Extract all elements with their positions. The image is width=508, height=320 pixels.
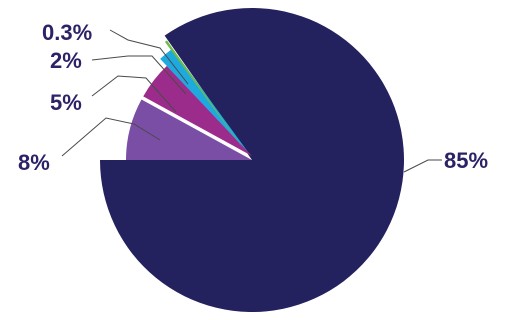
leader-line-2pct (91, 55, 187, 95)
pie-slice-5pct (143, 65, 252, 156)
leader-line-0-3pct (109, 29, 189, 85)
pie-slice-85pct (100, 7, 405, 313)
leader-lines (61, 29, 442, 173)
leader-line-85pct (403, 159, 442, 173)
pie-slice-2pct (160, 48, 248, 152)
pie-slice-0-3pct (164, 40, 244, 150)
leader-line-5pct (91, 75, 177, 113)
slice-label-8: 8% (18, 150, 50, 175)
slice-label-5: 5% (50, 90, 82, 115)
slice-label-85: 85% (444, 148, 488, 173)
leader-line-8pct (61, 117, 161, 157)
pie-slice-8pct (126, 99, 252, 160)
pie-slices (100, 7, 405, 313)
slice-label-2: 2% (50, 48, 82, 73)
slice-label-0-3: 0.3% (42, 20, 92, 45)
